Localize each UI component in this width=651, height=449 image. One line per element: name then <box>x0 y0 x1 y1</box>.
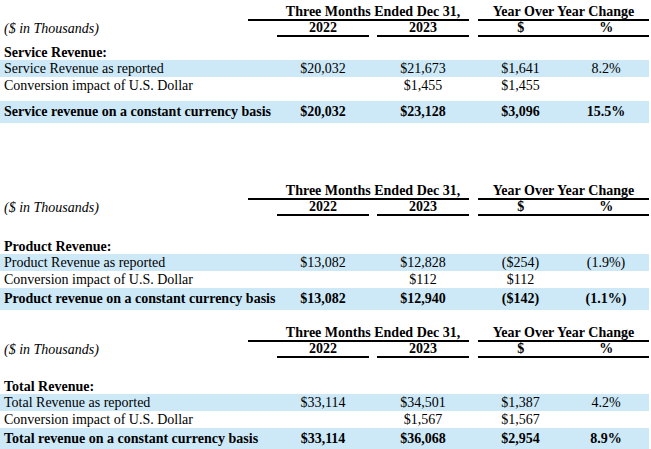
percent-header: % <box>564 200 650 214</box>
row-spacer <box>0 94 649 101</box>
period-group-header: Three Months Ended Dec 31, <box>248 326 469 342</box>
value-2023: $12,828 <box>377 254 469 271</box>
value-2022: $13,082 <box>277 254 369 271</box>
value-change-percent <box>563 411 649 428</box>
total-revenue-table: Three Months Ended Dec 31, Year Over Yea… <box>0 326 649 449</box>
value-2023: $1,455 <box>377 77 469 94</box>
row-conversion-impact: Conversion impact of U.S. Dollar $1,567 … <box>0 411 649 428</box>
column-header-row: ($ in Thousands) 2022 2023 $ % <box>0 21 649 37</box>
year-2023-header: 2023 <box>377 342 469 358</box>
group-header-row: Three Months Ended Dec 31, Year Over Yea… <box>0 184 649 200</box>
value-change-percent: (1.1%) <box>563 288 649 310</box>
value-change-percent: 8.2% <box>563 60 649 77</box>
header-spacer <box>0 358 649 379</box>
group-header-row: Three Months Ended Dec 31, Year Over Yea… <box>0 326 649 342</box>
value-change-dollar: ($254) <box>478 254 563 271</box>
value-2023: $12,940 <box>377 288 469 310</box>
value-change-percent: (1.9%) <box>563 254 649 271</box>
value-2023: $36,068 <box>377 428 469 449</box>
value-2023: $21,673 <box>377 60 469 77</box>
row-constant-currency-total: Service revenue on a constant currency b… <box>0 101 649 123</box>
value-change-dollar: $1,567 <box>478 411 563 428</box>
yoy-group-header: Year Over Year Change <box>478 184 649 200</box>
value-2023: $112 <box>377 271 469 288</box>
value-change-dollar: $2,954 <box>478 428 563 449</box>
value-2022: $33,114 <box>277 394 369 411</box>
row-label: Service Revenue as reported <box>0 60 277 77</box>
column-header-row: ($ in Thousands) 2022 2023 $ % <box>0 342 649 358</box>
section-title: Total Revenue: <box>0 379 649 394</box>
scale-note: ($ in Thousands) <box>0 21 277 37</box>
section-title-row: Product Revenue: <box>0 239 649 254</box>
section-title: Product Revenue: <box>0 239 649 254</box>
value-change-dollar: $3,096 <box>478 101 563 123</box>
section-title: Service Revenue: <box>0 45 649 60</box>
row-label: Conversion impact of U.S. Dollar <box>0 77 277 94</box>
dollar-percent-header: $ % <box>478 200 649 216</box>
row-label: Service revenue on a constant currency b… <box>0 101 277 123</box>
value-2022 <box>277 411 369 428</box>
value-change-percent <box>563 271 649 288</box>
row-label: Conversion impact of U.S. Dollar <box>0 411 277 428</box>
year-2022-header: 2022 <box>277 342 369 358</box>
value-change-percent <box>563 77 649 94</box>
row-constant-currency-total: Product revenue on a constant currency b… <box>0 288 649 310</box>
row-label: Product revenue on a constant currency b… <box>0 288 277 310</box>
value-change-dollar: $1,387 <box>478 394 563 411</box>
group-header-row: Three Months Ended Dec 31, Year Over Yea… <box>0 5 649 21</box>
value-2023: $1,567 <box>377 411 469 428</box>
value-change-percent: 4.2% <box>563 394 649 411</box>
section-title-row: Service Revenue: <box>0 45 649 60</box>
value-change-dollar: $112 <box>478 271 563 288</box>
row-label: Total Revenue as reported <box>0 394 277 411</box>
value-2022 <box>277 77 369 94</box>
dollar-percent-header: $ % <box>478 342 649 358</box>
period-group-header: Three Months Ended Dec 31, <box>248 184 469 200</box>
year-2023-header: 2023 <box>377 21 469 37</box>
revenue-constant-currency-document: Three Months Ended Dec 31, Year Over Yea… <box>0 0 651 449</box>
value-2022: $13,082 <box>277 288 369 310</box>
value-2023: $23,128 <box>377 101 469 123</box>
section-title-row: Total Revenue: <box>0 379 649 394</box>
scale-note: ($ in Thousands) <box>0 342 277 358</box>
dollar-percent-header: $ % <box>478 21 649 37</box>
header-spacer <box>0 216 649 239</box>
value-2022: $33,114 <box>277 428 369 449</box>
header-spacer <box>0 37 649 45</box>
period-group-header: Three Months Ended Dec 31, <box>248 5 469 21</box>
row-label: Product Revenue as reported <box>0 254 277 271</box>
percent-header: % <box>564 21 650 35</box>
value-change-percent: 8.9% <box>563 428 649 449</box>
value-change-dollar: ($142) <box>478 288 563 310</box>
scale-note: ($ in Thousands) <box>0 200 277 216</box>
service-revenue-table: Three Months Ended Dec 31, Year Over Yea… <box>0 5 649 123</box>
yoy-group-header: Year Over Year Change <box>478 5 649 21</box>
row-as-reported: Service Revenue as reported $20,032 $21,… <box>0 60 649 77</box>
row-label: Conversion impact of U.S. Dollar <box>0 271 277 288</box>
dollar-header: $ <box>478 21 564 35</box>
value-change-dollar: $1,455 <box>478 77 563 94</box>
value-2022: $20,032 <box>277 101 369 123</box>
row-conversion-impact: Conversion impact of U.S. Dollar $1,455 … <box>0 77 649 94</box>
value-change-percent: 15.5% <box>563 101 649 123</box>
column-header-row: ($ in Thousands) 2022 2023 $ % <box>0 200 649 216</box>
dollar-header: $ <box>478 200 564 214</box>
yoy-group-header: Year Over Year Change <box>478 326 649 342</box>
product-revenue-table: Three Months Ended Dec 31, Year Over Yea… <box>0 184 649 310</box>
row-as-reported: Product Revenue as reported $13,082 $12,… <box>0 254 649 271</box>
value-2023: $34,501 <box>377 394 469 411</box>
value-2022: $20,032 <box>277 60 369 77</box>
row-label: Total revenue on a constant currency bas… <box>0 428 277 449</box>
dollar-header: $ <box>478 342 564 356</box>
year-2023-header: 2023 <box>377 200 469 216</box>
percent-header: % <box>564 342 650 356</box>
row-as-reported: Total Revenue as reported $33,114 $34,50… <box>0 394 649 411</box>
row-conversion-impact: Conversion impact of U.S. Dollar $112 $1… <box>0 271 649 288</box>
year-2022-header: 2022 <box>277 200 369 216</box>
value-change-dollar: $1,641 <box>478 60 563 77</box>
row-constant-currency-total: Total revenue on a constant currency bas… <box>0 428 649 449</box>
value-2022 <box>277 271 369 288</box>
year-2022-header: 2022 <box>277 21 369 37</box>
